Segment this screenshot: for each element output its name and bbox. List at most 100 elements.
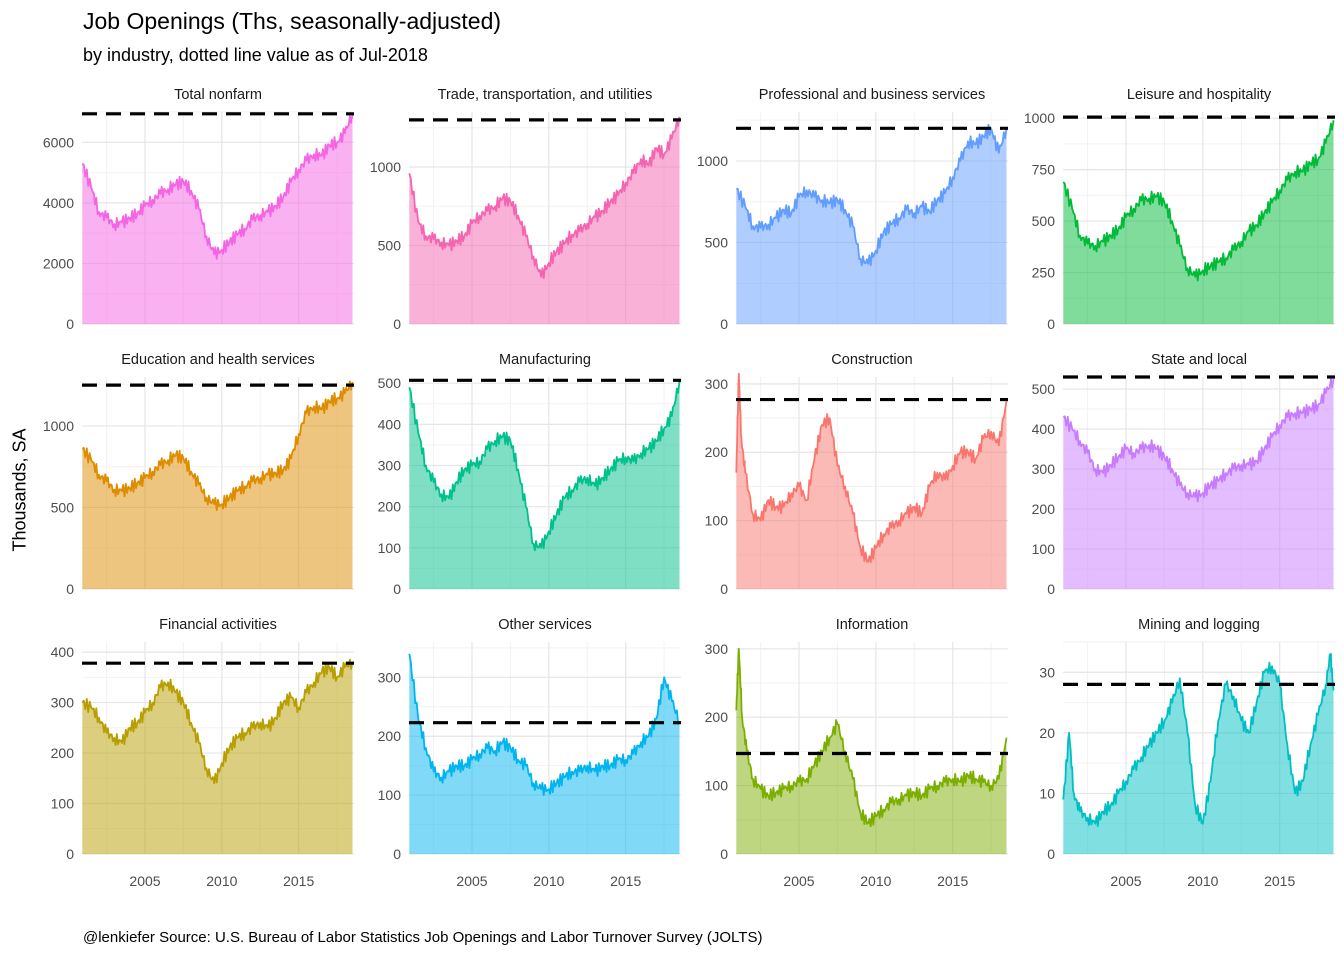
series-line [408, 381, 681, 552]
panel: Manufacturing 0 100 200 300 400 500 [378, 352, 681, 597]
series-area [82, 659, 353, 854]
y-tick-label: 500 [378, 375, 402, 391]
y-tick-label: 20 [1039, 725, 1055, 741]
panel: Leisure and hospitality 0 250 500 750 1000 [1024, 87, 1335, 332]
panel-title: State and local [1151, 352, 1247, 368]
y-tick-label: 500 [705, 234, 729, 250]
panel-title: Trade, transportation, and utilities [438, 87, 653, 103]
y-tick-label: 1000 [43, 418, 74, 434]
series-area [736, 373, 1007, 589]
x-tick-label: 2015 [1264, 873, 1295, 889]
y-tick-label: 300 [378, 458, 402, 474]
x-tick-label: 2015 [937, 873, 968, 889]
y-tick-label: 4000 [43, 195, 74, 211]
y-tick-label: 200 [378, 728, 402, 744]
series-area [409, 381, 680, 589]
series-area [1063, 379, 1334, 589]
y-tick-label: 2000 [43, 255, 74, 271]
y-tick-label: 0 [393, 316, 401, 332]
y-tick-label: 0 [66, 581, 74, 597]
panel-title: Total nonfarm [174, 87, 262, 103]
y-tick-label: 300 [705, 376, 729, 392]
series-line [408, 116, 681, 279]
series-area [1063, 653, 1334, 854]
y-tick-label: 400 [51, 644, 75, 660]
y-tick-label: 1000 [370, 159, 401, 175]
panel: Professional and business services 0 500 10… [697, 87, 1008, 332]
y-tick-label: 250 [1032, 265, 1056, 281]
series-area [82, 113, 353, 324]
y-tick-label: 100 [1032, 541, 1056, 557]
panel: State and local 0 100 200 300 400 500 [1032, 352, 1335, 597]
panel-title: Leisure and hospitality [1127, 87, 1272, 103]
series-line [1062, 652, 1335, 827]
y-tick-label: 300 [378, 669, 402, 685]
y-tick-label: 200 [705, 709, 729, 725]
panel: Information 0 100 200 300 2005 2010 2015 [705, 617, 1008, 889]
y-tick-label: 1000 [1024, 110, 1055, 126]
panel: Other services 0 100 200 300 2005 2010 2015 [378, 617, 681, 889]
y-tick-label: 6000 [43, 134, 74, 150]
y-tick-label: 500 [378, 237, 402, 253]
panel: Total nonfarm 0 2000 4000 6000 [43, 87, 354, 332]
panel-title: Professional and business services [759, 87, 985, 103]
x-tick-label: 2015 [283, 873, 314, 889]
x-tick-label: 2010 [860, 873, 891, 889]
series-line [408, 653, 681, 796]
chart-caption: @lenkiefer Source: U.S. Bureau of Labor … [83, 929, 763, 946]
panel-title: Information [836, 617, 909, 633]
y-tick-label: 100 [378, 787, 402, 803]
x-tick-label: 2005 [783, 873, 814, 889]
y-tick-label: 200 [1032, 501, 1056, 517]
y-tick-label: 1000 [697, 153, 728, 169]
x-tick-label: 2005 [129, 873, 160, 889]
y-tick-label: 0 [393, 581, 401, 597]
y-tick-label: 500 [51, 499, 75, 515]
x-tick-label: 2015 [610, 873, 641, 889]
y-tick-label: 0 [1047, 316, 1055, 332]
y-tick-label: 200 [378, 499, 402, 515]
y-tick-label: 300 [1032, 461, 1056, 477]
x-tick-label: 2010 [533, 873, 564, 889]
series-line [1062, 120, 1335, 282]
y-tick-label: 300 [705, 641, 729, 657]
panel: Financial activities 0 100 200 300 400 2005 201… [51, 617, 354, 889]
y-tick-label: 0 [1047, 581, 1055, 597]
chart-subtitle: by industry, dotted line value as of Jul… [83, 45, 428, 65]
y-tick-label: 500 [1032, 213, 1056, 229]
panel-title: Construction [831, 352, 912, 368]
series-line [736, 123, 1008, 267]
y-tick-label: 100 [705, 778, 729, 794]
series-area [82, 381, 353, 589]
x-tick-label: 2005 [456, 873, 487, 889]
series-area [736, 648, 1007, 854]
y-tick-label: 0 [1047, 846, 1055, 862]
y-tick-label: 750 [1032, 162, 1056, 178]
series-area [736, 124, 1007, 324]
y-tick-label: 300 [51, 695, 75, 711]
y-tick-label: 100 [51, 796, 75, 812]
chart-title: Job Openings (Ths, seasonally-adjusted) [83, 8, 502, 34]
y-tick-label: 200 [705, 444, 729, 460]
y-tick-label: 400 [378, 416, 402, 432]
series-line [81, 658, 354, 785]
panel-title: Financial activities [159, 617, 277, 633]
series-line [735, 647, 1008, 828]
y-tick-label: 0 [393, 846, 401, 862]
panel: Trade, transportation, and utilities 0 500… [370, 87, 681, 332]
y-tick-label: 30 [1039, 664, 1055, 680]
y-tick-label: 10 [1039, 785, 1055, 801]
y-tick-label: 0 [66, 846, 74, 862]
y-tick-label: 200 [51, 745, 75, 761]
panel-title: Mining and logging [1138, 617, 1260, 633]
y-tick-label: 100 [705, 513, 729, 529]
panel: Construction 0 100 200 300 [705, 352, 1008, 597]
panel-title: Other services [498, 617, 591, 633]
series-line [1062, 378, 1335, 503]
panel: Mining and logging 0 10 20 30 2005 2010 2015 [1039, 617, 1335, 889]
panel-title: Education and health services [121, 352, 314, 368]
series-area [1063, 120, 1334, 324]
y-tick-label: 100 [378, 540, 402, 556]
series-line [81, 113, 354, 260]
